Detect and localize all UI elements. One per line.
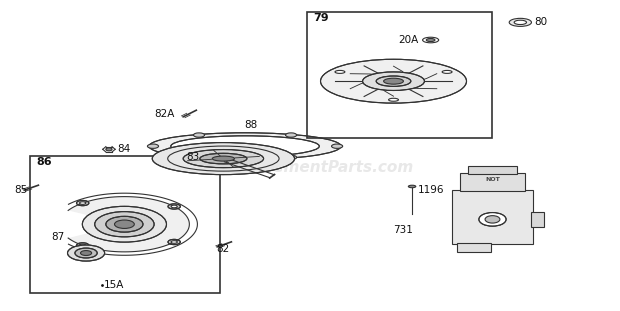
Ellipse shape	[479, 212, 506, 226]
Ellipse shape	[212, 156, 234, 161]
Ellipse shape	[79, 244, 86, 247]
Ellipse shape	[168, 204, 180, 209]
Ellipse shape	[153, 142, 294, 174]
Text: 15A: 15A	[104, 280, 125, 290]
Ellipse shape	[106, 148, 112, 151]
Bar	[459, 173, 525, 191]
Ellipse shape	[68, 245, 105, 261]
Text: eReplacementParts.com: eReplacementParts.com	[206, 160, 414, 175]
Ellipse shape	[335, 70, 345, 73]
Text: 87: 87	[51, 232, 64, 242]
Text: 84: 84	[118, 144, 131, 154]
Ellipse shape	[82, 206, 167, 242]
Ellipse shape	[363, 72, 425, 91]
Ellipse shape	[193, 155, 205, 160]
Text: 83: 83	[186, 152, 200, 162]
Ellipse shape	[514, 20, 526, 25]
Ellipse shape	[168, 239, 180, 245]
Bar	[307, 12, 492, 138]
Ellipse shape	[423, 37, 439, 43]
Ellipse shape	[376, 76, 411, 86]
Text: 82: 82	[216, 244, 229, 254]
Bar	[467, 166, 517, 174]
Ellipse shape	[442, 70, 452, 73]
Bar	[30, 156, 220, 293]
Ellipse shape	[76, 243, 89, 248]
Ellipse shape	[171, 205, 177, 208]
Text: 79: 79	[313, 13, 329, 23]
Ellipse shape	[81, 251, 92, 256]
Ellipse shape	[115, 220, 135, 229]
Bar	[531, 212, 544, 227]
Ellipse shape	[75, 248, 97, 258]
Text: 86: 86	[37, 157, 52, 167]
Ellipse shape	[76, 200, 89, 206]
Polygon shape	[68, 197, 189, 252]
Ellipse shape	[509, 18, 531, 26]
Text: 1196: 1196	[418, 185, 444, 195]
Text: 82A: 82A	[154, 109, 174, 119]
Ellipse shape	[285, 133, 296, 137]
Bar	[457, 243, 491, 253]
Ellipse shape	[200, 153, 247, 164]
Text: 80: 80	[534, 17, 547, 27]
Ellipse shape	[321, 59, 466, 103]
Ellipse shape	[171, 136, 319, 157]
Ellipse shape	[285, 155, 296, 160]
Ellipse shape	[148, 144, 159, 148]
Ellipse shape	[183, 150, 264, 168]
Text: 20A: 20A	[399, 35, 419, 45]
Ellipse shape	[409, 185, 416, 188]
Ellipse shape	[149, 133, 341, 160]
Text: 731: 731	[393, 225, 413, 235]
Text: 85: 85	[14, 184, 27, 195]
Ellipse shape	[332, 144, 343, 148]
Text: NOT: NOT	[485, 177, 500, 182]
Ellipse shape	[106, 216, 143, 232]
Ellipse shape	[389, 98, 399, 101]
Ellipse shape	[384, 78, 404, 84]
Ellipse shape	[485, 216, 500, 223]
Ellipse shape	[171, 241, 177, 243]
Ellipse shape	[193, 133, 205, 137]
Text: 88: 88	[244, 119, 257, 130]
Ellipse shape	[79, 202, 86, 204]
Bar	[452, 190, 533, 244]
Ellipse shape	[95, 211, 154, 237]
Ellipse shape	[427, 39, 435, 42]
